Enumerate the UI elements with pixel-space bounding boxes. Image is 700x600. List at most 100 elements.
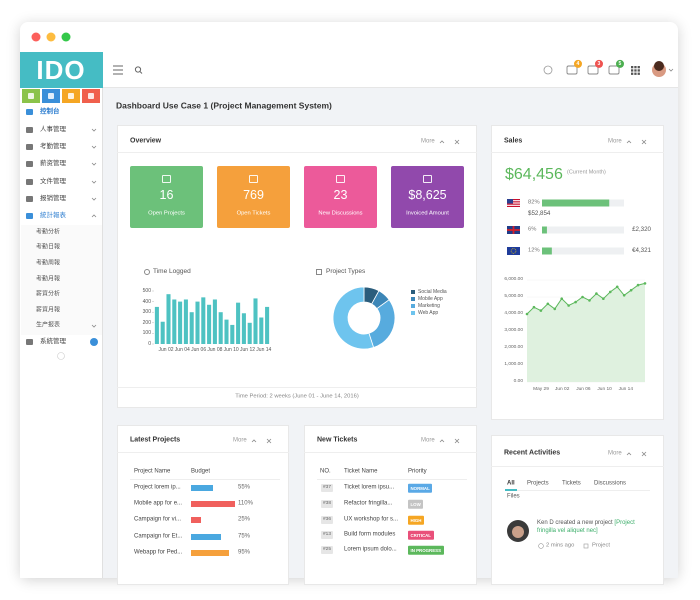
- ticket-number: #38: [321, 500, 334, 508]
- legend-label: Marketing: [418, 302, 440, 309]
- stat-card: [304, 166, 377, 228]
- activity-tag: Project: [592, 542, 611, 549]
- priority-badge: HIGH: [408, 515, 424, 525]
- budget-label: 25%: [238, 516, 251, 523]
- y-tick-label: 200: [142, 319, 151, 326]
- panel-divider: [491, 152, 664, 153]
- panel-title: Latest Projects: [130, 436, 181, 444]
- quick-icon: [48, 93, 54, 99]
- panel-divider: [304, 452, 477, 453]
- menu-item[interactable]: 控制台: [40, 107, 60, 115]
- menu-item[interactable]: 薪资管理: [40, 159, 66, 167]
- ticket-name[interactable]: UX workshop for s...: [344, 516, 399, 523]
- ticket-name[interactable]: Lorem ipsum dolo...: [344, 546, 397, 553]
- topbar: [103, 52, 678, 88]
- tab[interactable]: Discussions: [594, 480, 627, 487]
- card-label: New Discussions: [318, 210, 363, 217]
- card-label: Open Tickets: [236, 210, 271, 217]
- activity-action: created a new project: [555, 520, 613, 526]
- more-link[interactable]: More: [233, 437, 247, 444]
- menu-icon: [26, 196, 33, 202]
- card-icon: [336, 175, 345, 183]
- percent-label: 82%: [528, 199, 540, 206]
- ticket-name[interactable]: Ticket lorem ipsu...: [344, 484, 395, 491]
- activity-actor: Ken D: [537, 520, 554, 526]
- y-tick-label: 5,000.00: [504, 294, 523, 300]
- submenu-item[interactable]: 考勤月報: [36, 276, 61, 283]
- menu-icon: [26, 213, 33, 219]
- submenu-item[interactable]: 考勤日報: [36, 244, 61, 251]
- legend-label: Social Media: [418, 288, 447, 295]
- x-tick-label: Jun 06: [576, 387, 591, 393]
- panel: [491, 435, 664, 585]
- y-tick-label: 2,000.00: [504, 345, 523, 351]
- y-tick-label: 0.00: [513, 379, 523, 385]
- submenu-item[interactable]: 薪資分析: [36, 291, 61, 298]
- priority-badge: CRITICAL: [408, 530, 434, 540]
- menu-item[interactable]: 文件管理: [40, 177, 66, 185]
- tab[interactable]: Projects: [527, 480, 549, 487]
- y-tick-label: 100: [142, 330, 151, 337]
- tab[interactable]: All: [507, 480, 515, 487]
- card-value: $8,625: [408, 188, 447, 203]
- menu-icon: [26, 127, 33, 133]
- ticket-name[interactable]: Build form modules: [344, 531, 396, 538]
- project-name[interactable]: Campaign for vi...: [134, 516, 182, 523]
- submenu-item[interactable]: 考勤周報: [36, 260, 61, 267]
- menu-item[interactable]: 考勤管理: [40, 142, 66, 150]
- project-name[interactable]: Project lorem ip...: [134, 484, 181, 491]
- notification-badge[interactable]: 5: [616, 59, 624, 69]
- menu-icon: [26, 144, 33, 150]
- chart-title: Project Types: [326, 267, 366, 275]
- budget-label: 110%: [238, 500, 253, 507]
- menu-item[interactable]: 統計報表: [40, 211, 66, 219]
- more-link[interactable]: More: [421, 138, 435, 145]
- menu-item[interactable]: 系統管理: [40, 337, 66, 345]
- y-tick-label: 500: [142, 287, 151, 294]
- menu-item[interactable]: 人事管理: [40, 125, 66, 133]
- y-tick-label: 0: [148, 340, 151, 347]
- quick-icon: [68, 93, 74, 99]
- notification-badge[interactable]: 3: [595, 59, 603, 69]
- ticket-number: #25: [321, 546, 334, 554]
- submenu-item[interactable]: 薪資月報: [36, 307, 61, 314]
- x-tick-label: May 29: [533, 387, 549, 393]
- more-link[interactable]: More: [608, 450, 622, 457]
- submenu-item[interactable]: 考勤分析: [36, 229, 61, 236]
- tab[interactable]: Tickets: [562, 480, 581, 487]
- tab[interactable]: Files: [507, 493, 520, 500]
- more-link[interactable]: More: [421, 437, 435, 444]
- activity-text: Ken D created a new project [Project fri…: [537, 519, 649, 535]
- amount: $52,854: [528, 210, 551, 218]
- project-name[interactable]: Webapp for Ped...: [134, 549, 183, 556]
- more-link[interactable]: More: [608, 138, 622, 145]
- logo-area: [20, 52, 103, 88]
- x-tick-label: Jun 12: [239, 346, 256, 353]
- panel-title: Overview: [130, 137, 162, 145]
- menu-icon: [26, 339, 33, 345]
- chart-icon: [144, 269, 150, 275]
- amount: €4,321: [632, 247, 651, 255]
- footer-note: Time Period: 2 weeks (June 01 - June 14,…: [235, 393, 359, 400]
- x-tick-label: Jun 04: [174, 346, 190, 353]
- quick-icon: [88, 93, 94, 99]
- ticket-number: #36: [321, 516, 334, 524]
- table-header-line: [317, 479, 467, 480]
- x-tick-label: Jun 06: [191, 346, 207, 353]
- project-name[interactable]: Campaign for Et...: [134, 533, 183, 540]
- project-name[interactable]: Mobile app for e...: [134, 500, 183, 507]
- menu-item[interactable]: 报销管理: [40, 194, 66, 202]
- x-tick-label: Jun 14: [256, 346, 272, 353]
- percent-label: 12%: [528, 247, 540, 254]
- ticket-name[interactable]: Refactor fringilla...: [344, 500, 393, 507]
- legend-label: Mobile App: [418, 295, 443, 302]
- tabs-line: [505, 490, 650, 491]
- x-tick-label: Jun 02: [158, 346, 174, 353]
- notification-badge[interactable]: 4: [574, 59, 582, 69]
- budget-label: 75%: [238, 533, 251, 540]
- priority-badge: NORMAL: [408, 483, 433, 493]
- x-tick-label: Jun 10: [223, 346, 239, 353]
- ticket-number: #37: [321, 484, 334, 492]
- panel-divider: [491, 466, 664, 467]
- submenu-item[interactable]: 生产报表: [36, 322, 61, 329]
